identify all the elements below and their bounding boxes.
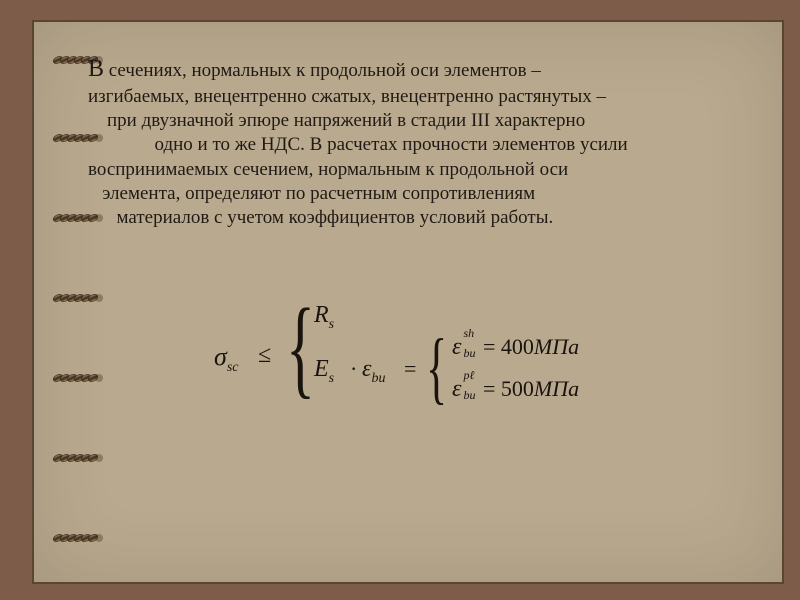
- sigma-sc: σsc: [214, 342, 239, 376]
- leq-symbol: ≤: [258, 342, 271, 369]
- text-line: воспринимаемых сечением, нормальным к пр…: [88, 158, 788, 182]
- text-line: при двузначной эпюре напряжений в стадии…: [88, 109, 788, 133]
- text-line: материалов с учетом коэффициентов услови…: [88, 206, 788, 230]
- value-400: 400: [501, 334, 534, 359]
- text-line: сечениях, нормальных к продольной оси эл…: [104, 60, 541, 81]
- e-sub: s: [329, 371, 334, 386]
- r-s: Rs: [314, 302, 334, 333]
- text-line: элемента, определяют по расчетным сопрот…: [88, 182, 788, 206]
- bullet-ornament: [52, 446, 104, 470]
- brace-outer: {: [286, 292, 315, 402]
- unit-mpa: МПа: [534, 376, 579, 401]
- body-text: В сечениях, нормальных к продольной оси …: [88, 54, 788, 231]
- e-symbol: E: [314, 356, 329, 382]
- eps-sub: bu: [463, 346, 475, 361]
- value-500: 500: [501, 376, 534, 401]
- text-line: одно и то же НДС. В расчетах прочности э…: [88, 133, 788, 157]
- cdot: ·: [350, 356, 357, 382]
- eps-sub: bu: [371, 371, 385, 386]
- bullet-ornament: [52, 286, 104, 310]
- text-line: изгибаемых, внецентренно сжатых, внецент…: [88, 85, 788, 109]
- bullet-ornament: [52, 526, 104, 550]
- slide-panel: В сечениях, нормальных к продольной оси …: [32, 20, 784, 584]
- equals: =: [483, 334, 495, 359]
- eps-pl-row: εpℓbu = 500МПа: [452, 376, 579, 403]
- sigma-sub: sc: [227, 360, 239, 375]
- eps-symbol: ε: [452, 334, 461, 360]
- sigma-symbol: σ: [214, 342, 227, 371]
- e-s: Es: [314, 356, 334, 387]
- r-sub: s: [329, 317, 334, 332]
- eps-sup: sh: [463, 326, 474, 341]
- eps-symbol: ε: [452, 376, 461, 402]
- brace-inner: {: [426, 328, 447, 408]
- eps-sub: bu: [463, 388, 475, 403]
- first-capital: В: [88, 56, 104, 82]
- equals: =: [483, 376, 495, 401]
- r-symbol: R: [314, 302, 329, 328]
- equals-outer: =: [404, 356, 416, 382]
- unit-mpa: МПа: [534, 334, 579, 359]
- formula-block: σsc ≤ { Rs Es · εbu = { εshbu = 400МПа ε…: [214, 292, 734, 442]
- eps-sh-row: εshbu = 400МПа: [452, 334, 579, 361]
- eps-sup: pℓ: [463, 368, 474, 383]
- eps-bu: εbu: [362, 356, 385, 387]
- bullet-ornament: [52, 366, 104, 390]
